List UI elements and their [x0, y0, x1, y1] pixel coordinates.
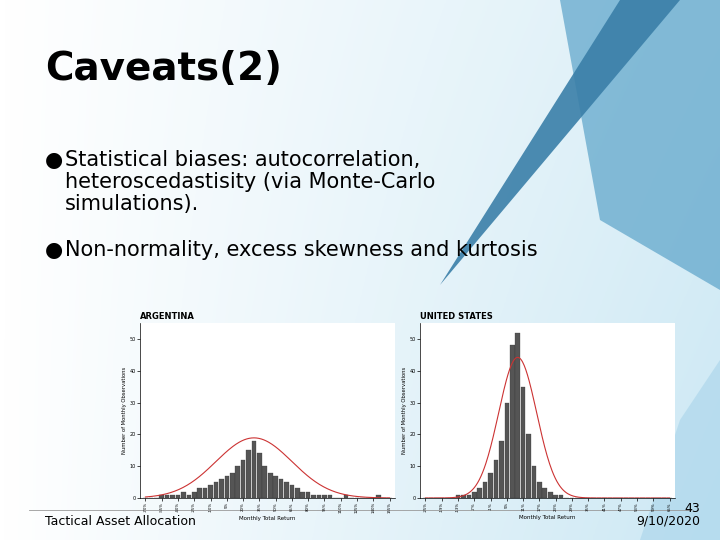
Text: Caveats(2): Caveats(2): [45, 50, 282, 88]
Bar: [548, 491, 552, 498]
Bar: [263, 466, 267, 498]
Bar: [377, 495, 381, 498]
Bar: [295, 489, 300, 498]
Bar: [499, 441, 504, 498]
Bar: [300, 491, 305, 498]
Bar: [483, 482, 487, 498]
Bar: [197, 489, 202, 498]
Bar: [240, 460, 246, 498]
X-axis label: Monthly Total Return: Monthly Total Return: [239, 516, 296, 521]
Bar: [461, 495, 466, 498]
Bar: [542, 489, 547, 498]
Bar: [521, 387, 526, 498]
Text: simulations).: simulations).: [65, 194, 199, 214]
Bar: [257, 454, 261, 498]
Bar: [467, 495, 471, 498]
Bar: [219, 479, 224, 498]
Text: ●: ●: [45, 240, 63, 260]
Y-axis label: Number of Monthly Observations: Number of Monthly Observations: [122, 367, 127, 454]
Bar: [192, 491, 197, 498]
Bar: [505, 402, 509, 498]
Bar: [274, 476, 278, 498]
X-axis label: Monthly Total Return: Monthly Total Return: [519, 515, 576, 520]
Bar: [279, 479, 284, 498]
Bar: [268, 472, 272, 498]
Bar: [289, 485, 294, 498]
Text: heteroscedastisity (via Monte-Carlo: heteroscedastisity (via Monte-Carlo: [65, 172, 436, 192]
Polygon shape: [640, 360, 720, 540]
Bar: [554, 495, 558, 498]
Bar: [306, 491, 310, 498]
Bar: [477, 489, 482, 498]
Bar: [203, 489, 207, 498]
Text: Tactical Asset Allocation: Tactical Asset Allocation: [45, 515, 196, 528]
Bar: [176, 495, 180, 498]
Bar: [526, 434, 531, 498]
Bar: [328, 495, 332, 498]
Bar: [537, 482, 541, 498]
Bar: [516, 333, 520, 498]
Bar: [230, 472, 235, 498]
Text: Statistical biases: autocorrelation,: Statistical biases: autocorrelation,: [65, 150, 420, 170]
Text: UNITED STATES: UNITED STATES: [420, 312, 492, 321]
Bar: [494, 460, 498, 498]
Text: Non-normality, excess skewness and kurtosis: Non-normality, excess skewness and kurto…: [65, 240, 538, 260]
Bar: [181, 491, 186, 498]
Bar: [510, 345, 515, 498]
Bar: [170, 495, 175, 498]
Bar: [472, 491, 477, 498]
Text: 9/10/2020: 9/10/2020: [636, 515, 700, 528]
Text: ARGENTINA: ARGENTINA: [140, 312, 195, 321]
Bar: [246, 450, 251, 498]
Bar: [284, 482, 289, 498]
Polygon shape: [440, 0, 680, 285]
Bar: [317, 495, 321, 498]
Bar: [235, 466, 240, 498]
Bar: [344, 495, 348, 498]
Bar: [165, 495, 169, 498]
Text: 43: 43: [684, 502, 700, 515]
Bar: [159, 495, 164, 498]
Bar: [322, 495, 327, 498]
Bar: [531, 466, 536, 498]
Bar: [225, 476, 229, 498]
Bar: [488, 472, 492, 498]
Bar: [186, 495, 191, 498]
Y-axis label: Number of Monthly Observations: Number of Monthly Observations: [402, 367, 407, 454]
Bar: [208, 485, 213, 498]
Bar: [559, 495, 563, 498]
Text: ●: ●: [45, 150, 63, 170]
Bar: [311, 495, 316, 498]
Bar: [251, 441, 256, 498]
Polygon shape: [560, 0, 720, 290]
Bar: [214, 482, 218, 498]
Bar: [456, 495, 460, 498]
